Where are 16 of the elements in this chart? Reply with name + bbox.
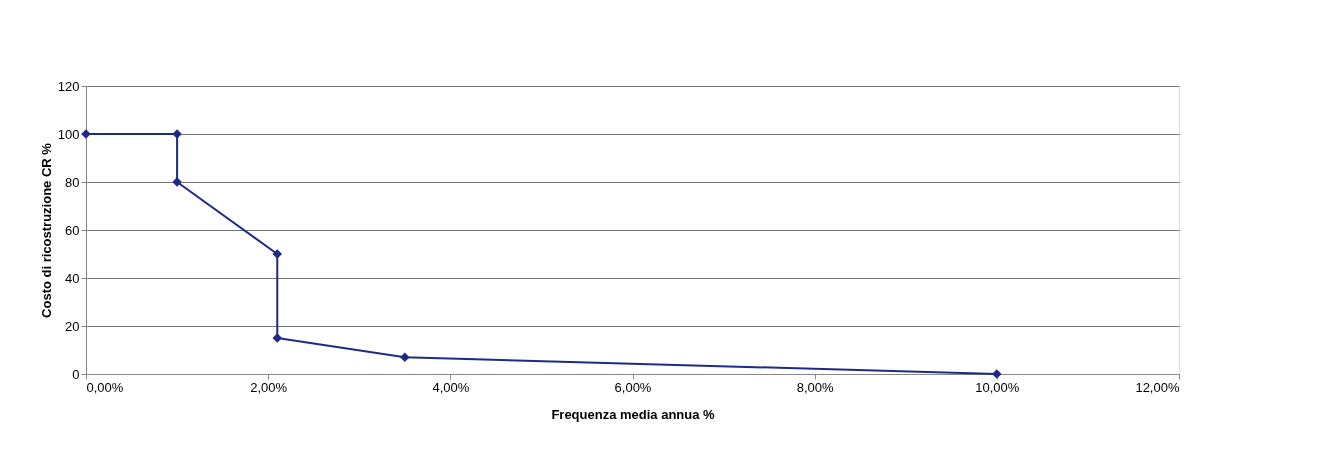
x-tick-label: 2,00%: [250, 379, 288, 395]
y-tick-label: 40: [65, 270, 80, 286]
y-tick-label: 80: [65, 174, 80, 190]
y-tick-label: 120: [57, 78, 80, 94]
x-tick-label: 0,00%: [86, 379, 124, 395]
x-tick-label: 12,00%: [1135, 379, 1180, 395]
x-tick-label: 4,00%: [432, 379, 470, 395]
x-tick-label: 8,00%: [796, 379, 835, 395]
x-axis-title: Frequenza media annua %: [551, 406, 716, 422]
y-tick-label: 60: [65, 222, 80, 238]
y-axis-title: Costo di ricostruzione CR %: [38, 142, 54, 318]
y-tick-label: 0: [72, 366, 80, 382]
y-tick-label: 100: [57, 126, 80, 142]
x-tick-label: 6,00%: [614, 379, 652, 395]
y-tick-label: 20: [65, 318, 80, 334]
x-tick-label: 10,00%: [975, 379, 1020, 395]
